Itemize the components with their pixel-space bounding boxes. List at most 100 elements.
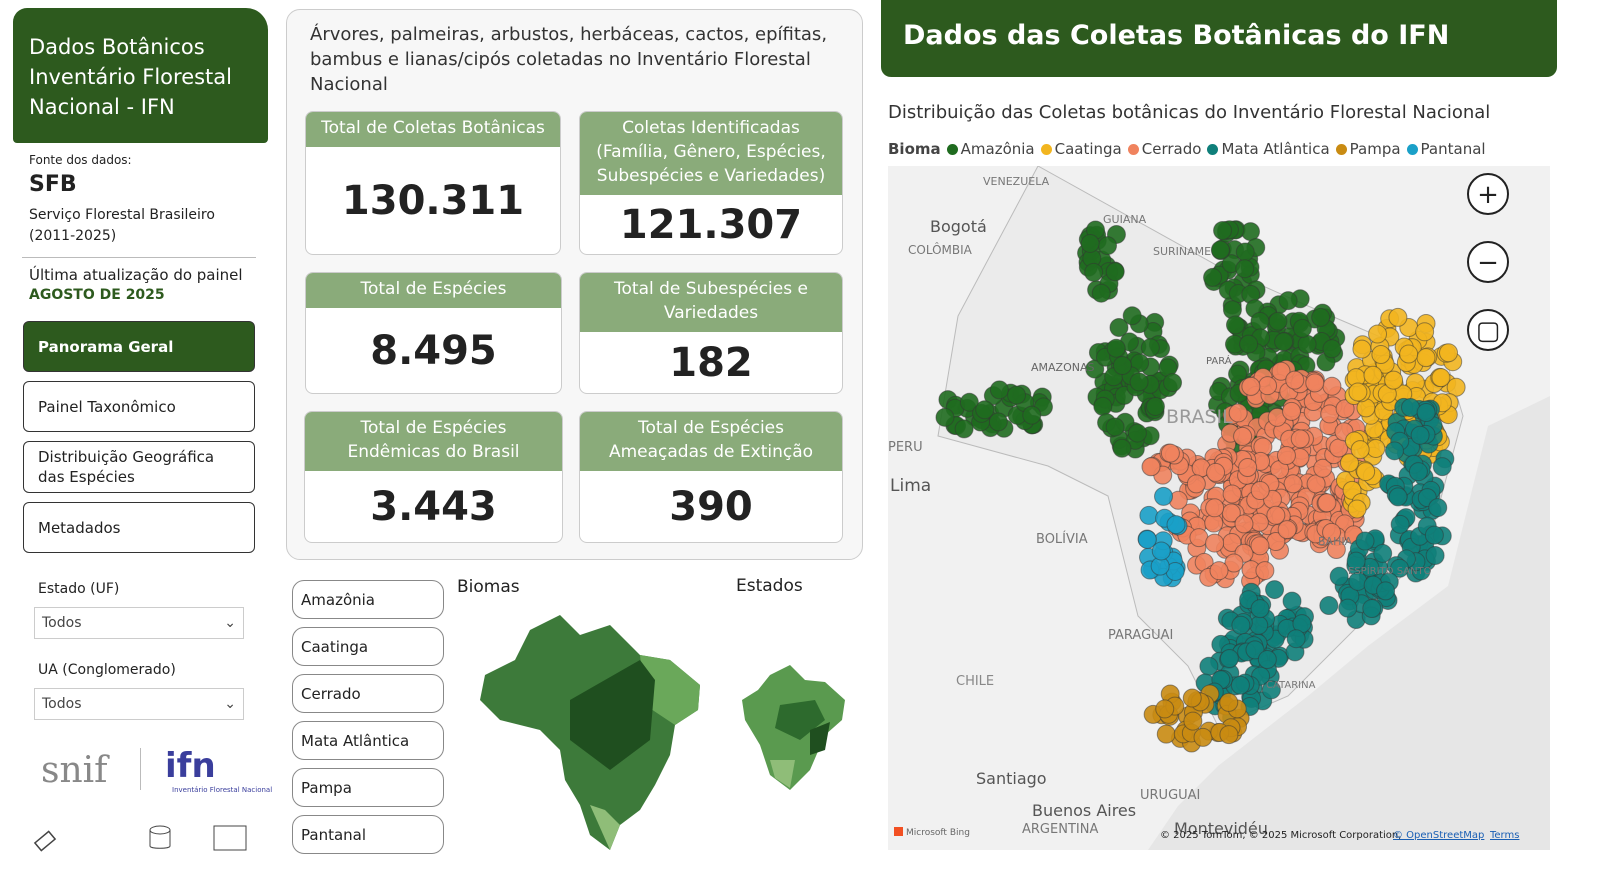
collection-dot bbox=[1415, 322, 1435, 342]
collection-dot bbox=[1322, 522, 1342, 542]
place-label: BOLÍVIA bbox=[1036, 531, 1088, 547]
collection-dot bbox=[1297, 334, 1317, 354]
kpi-value: 121.307 bbox=[619, 202, 803, 248]
filter-value: Todos bbox=[42, 696, 82, 712]
filter-dropdown[interactable]: Todos ⌄ bbox=[34, 688, 244, 720]
collection-dot bbox=[989, 380, 1009, 400]
source-label: Fonte dos dados: bbox=[29, 153, 132, 167]
map[interactable]: VENEZUELA Bogotá COLÔMBIA GUIANA SURINAME AMA… bbox=[888, 166, 1550, 850]
filter-value: Todos bbox=[42, 615, 82, 631]
nav-button[interactable]: Painel Taxonômico bbox=[23, 381, 255, 432]
server-icon[interactable] bbox=[213, 825, 247, 851]
biome-button[interactable]: Pampa bbox=[292, 768, 444, 807]
biome-button[interactable]: Amazônia bbox=[292, 580, 444, 619]
terms-link[interactable]: Terms bbox=[1489, 830, 1519, 841]
kpi-value: 3.443 bbox=[370, 484, 497, 530]
legend-dot bbox=[1335, 143, 1347, 155]
collection-dot bbox=[1205, 533, 1225, 553]
source-name: Serviço Florestal Brasileiro (2011-2025) bbox=[29, 207, 215, 244]
map-control-icon: + bbox=[1477, 180, 1499, 210]
collection-dot bbox=[1368, 324, 1388, 344]
collection-dot bbox=[1317, 493, 1337, 513]
nav-button[interactable]: Panorama Geral bbox=[23, 321, 255, 372]
legend-item[interactable]: Cerrado bbox=[1127, 140, 1202, 158]
collection-dot bbox=[1085, 359, 1105, 379]
collection-dot bbox=[1255, 561, 1275, 581]
place-label: Lima bbox=[890, 476, 931, 496]
place-label: PARAGUAI bbox=[1108, 628, 1173, 643]
collection-dot bbox=[988, 412, 1008, 432]
collection-dot bbox=[1206, 462, 1226, 482]
biome-button[interactable]: Pantanal bbox=[292, 815, 444, 854]
collection-dot bbox=[1250, 599, 1270, 619]
collection-dot bbox=[1250, 311, 1270, 331]
collection-dot bbox=[1425, 545, 1445, 565]
osm-link[interactable]: © OpenStreetMap bbox=[1393, 830, 1484, 841]
biome-button[interactable]: Mata Atlântica bbox=[292, 721, 444, 760]
sidebar-title: Dados Botânicos Inventário Florestal Nac… bbox=[13, 8, 268, 143]
legend-title: Bioma bbox=[888, 140, 941, 158]
eraser-icon[interactable] bbox=[33, 830, 57, 852]
collection-dot bbox=[1266, 505, 1286, 525]
filter-dropdown[interactable]: Todos ⌄ bbox=[34, 607, 244, 639]
collection-dot bbox=[1109, 317, 1129, 337]
collection-dot bbox=[959, 392, 979, 412]
nav-button[interactable]: Distribuição Geográfica das Espécies bbox=[23, 441, 255, 493]
collection-dot bbox=[1241, 376, 1261, 396]
collection-dot bbox=[1022, 405, 1042, 425]
collection-dot bbox=[1313, 458, 1333, 478]
map-control[interactable] bbox=[1467, 309, 1509, 351]
map-control[interactable] bbox=[1467, 173, 1509, 215]
collection-dot bbox=[1348, 382, 1368, 402]
legend-item[interactable]: Amazônia bbox=[946, 140, 1035, 158]
collection-dot bbox=[1231, 615, 1251, 635]
legend-item[interactable]: Pantanal bbox=[1406, 140, 1486, 158]
legend-label: Amazônia bbox=[960, 140, 1035, 158]
snif-logo: snif bbox=[41, 750, 108, 791]
collection-dot bbox=[1093, 396, 1113, 416]
collection-dot bbox=[1329, 566, 1349, 586]
kpi-card: Coletas Identificadas (Família, Gênero, … bbox=[579, 111, 843, 255]
collection-dot bbox=[1432, 457, 1452, 477]
collection-dot bbox=[1183, 711, 1203, 731]
collection-dot bbox=[1268, 311, 1288, 331]
place-label: GUIANA bbox=[1103, 213, 1147, 226]
collection-dot bbox=[1249, 615, 1269, 635]
legend-item[interactable]: Pampa bbox=[1335, 140, 1401, 158]
biome-button[interactable]: Cerrado bbox=[292, 674, 444, 713]
collection-dot bbox=[1376, 581, 1396, 601]
collection-dot bbox=[1408, 462, 1428, 482]
place-label: CHILE bbox=[956, 674, 994, 689]
collection-dot bbox=[935, 407, 955, 427]
collection-dot bbox=[1388, 487, 1408, 507]
collection-dot bbox=[1277, 520, 1297, 540]
collection-dot bbox=[1240, 222, 1260, 242]
collection-dot bbox=[1166, 515, 1186, 535]
collection-dot bbox=[1271, 361, 1291, 381]
states-title: Estados bbox=[736, 576, 803, 596]
legend-item[interactable]: Mata Atlântica bbox=[1207, 140, 1330, 158]
collection-dot bbox=[1390, 558, 1410, 578]
database-icon[interactable] bbox=[149, 825, 171, 835]
bing-mark bbox=[894, 827, 903, 836]
kpi-value: 130.311 bbox=[341, 178, 525, 224]
collection-dot bbox=[1230, 675, 1250, 695]
kpi-card: Total de Espécies 8.495 bbox=[305, 272, 562, 394]
collection-dot bbox=[1278, 291, 1298, 311]
legend-label: Cerrado bbox=[1141, 140, 1202, 158]
kpi-value: 8.495 bbox=[370, 328, 497, 374]
collection-dot bbox=[1098, 236, 1118, 256]
legend-dot bbox=[1040, 143, 1052, 155]
place-label: PARÁ bbox=[1206, 354, 1232, 367]
collection-dot bbox=[1080, 233, 1100, 253]
map-control[interactable] bbox=[1467, 241, 1509, 283]
place-label: URUGUAI bbox=[1140, 788, 1200, 803]
legend-item[interactable]: Caatinga bbox=[1040, 140, 1122, 158]
collection-dot bbox=[1305, 373, 1325, 393]
collection-dot bbox=[1384, 370, 1404, 390]
collection-dot bbox=[1163, 373, 1183, 393]
nav-button[interactable]: Metadados bbox=[23, 502, 255, 553]
collection-dot bbox=[1112, 438, 1132, 458]
biome-button[interactable]: Caatinga bbox=[292, 627, 444, 666]
